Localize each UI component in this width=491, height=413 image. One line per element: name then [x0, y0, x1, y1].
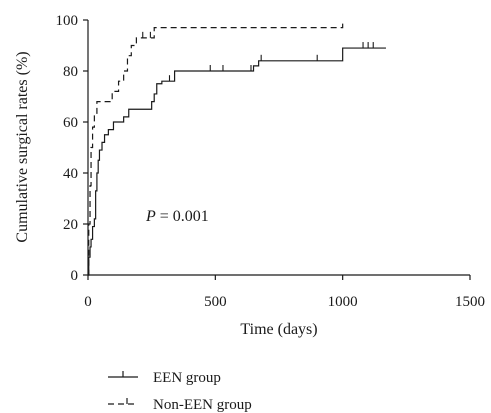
- series-line-een: [88, 47, 386, 276]
- y-tick-label: 100: [56, 13, 79, 29]
- legend-label-een: EEN group: [153, 370, 221, 386]
- y-axis-label: Cumulative surgical rates (%): [14, 51, 31, 242]
- x-axis-label: Time (days): [240, 321, 317, 338]
- p-value: = 0.001: [156, 208, 209, 225]
- legend: EEN group Non-EEN group: [108, 370, 252, 413]
- y-tick-label: 80: [63, 64, 78, 80]
- legend-item-non-een: Non-EEN group: [108, 397, 252, 413]
- x-tick-label: 1000: [328, 294, 358, 310]
- y-tick-label: 0: [71, 268, 79, 284]
- legend-label-non-een: Non-EEN group: [153, 397, 252, 413]
- legend-item-een: EEN group: [108, 370, 221, 386]
- series-line-non-een: [88, 20, 344, 276]
- y-tick-label: 40: [63, 166, 78, 182]
- x-tick-label: 500: [204, 294, 227, 310]
- x-tick-label: 1500: [455, 294, 485, 310]
- y-tick-label: 20: [63, 217, 78, 233]
- p-value-annotation: P = 0.001: [145, 208, 209, 225]
- axes: [87, 20, 470, 276]
- y-tick-label: 60: [63, 115, 78, 131]
- x-tick-label: 0: [84, 294, 92, 310]
- plot-area: [88, 20, 386, 276]
- p-symbol: P: [145, 208, 156, 225]
